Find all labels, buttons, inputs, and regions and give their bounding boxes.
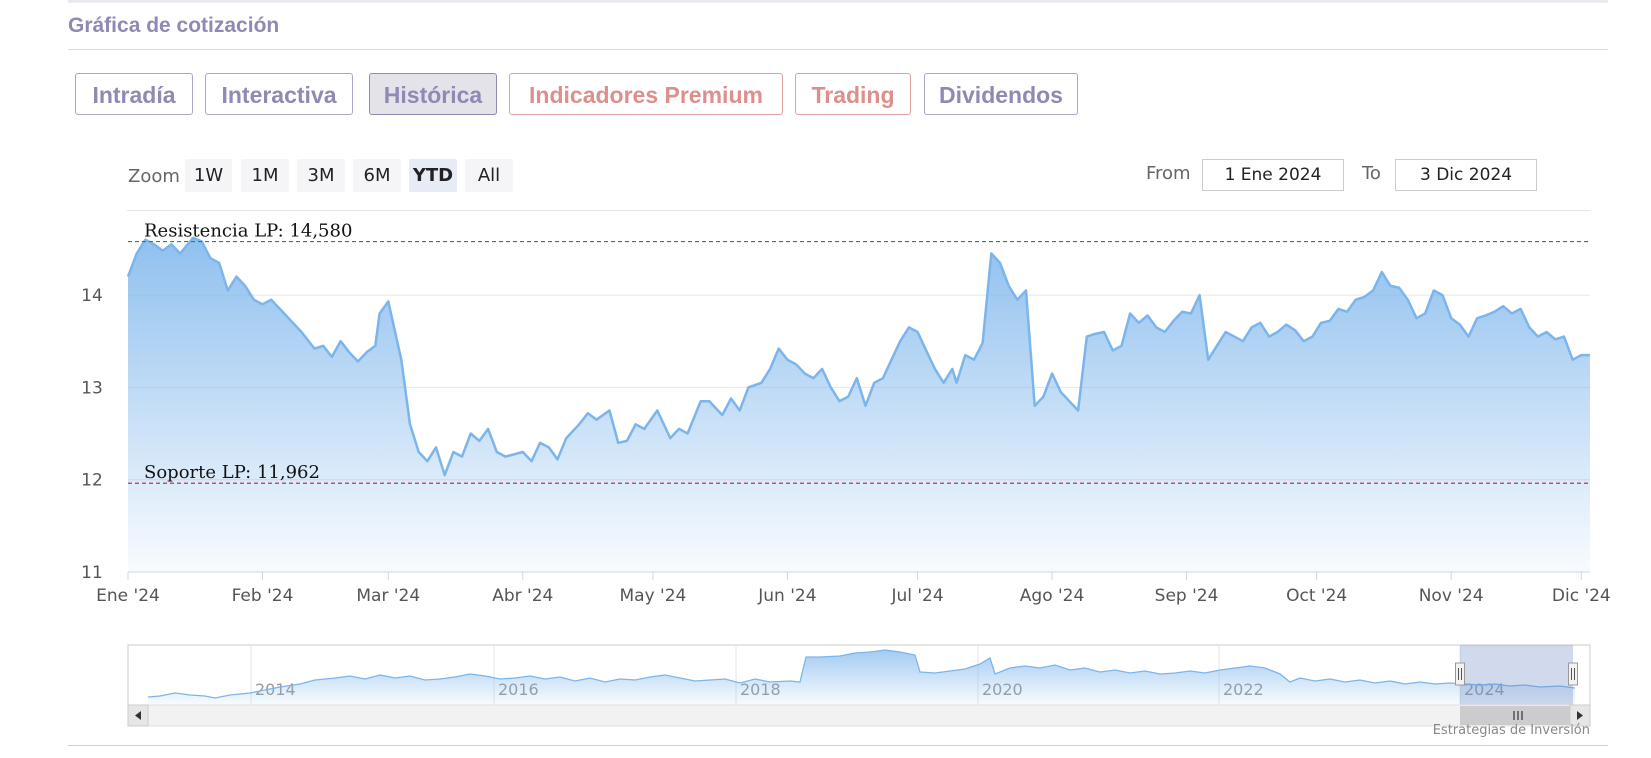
x-tick-label: Mar '24 [356,586,420,606]
support-label: Soporte LP: 11,962 [144,462,320,483]
zoom-ytd-button[interactable]: YTD [409,159,457,192]
footer-divider [68,745,1608,746]
x-tick-label: May '24 [620,586,687,606]
x-tick-label: Feb '24 [232,586,294,606]
section-title: Gráfica de cotización [68,14,280,37]
zoom-1w-button[interactable]: 1W [185,159,232,192]
x-tick-label: Sep '24 [1155,586,1219,606]
y-tick-label: 14 [81,286,103,306]
arrow-right-icon [1577,711,1583,720]
to-date-input[interactable]: 3 Dic 2024 [1395,159,1537,191]
navigator-area [148,650,1575,705]
tab-historica[interactable]: Histórica [369,73,497,115]
price-area [128,237,1590,573]
x-tick-label: Ene '24 [96,586,160,606]
zoom-6m-button[interactable]: 6M [353,159,401,192]
x-tick-label: Abr '24 [492,586,553,606]
tab-dividendos[interactable]: Dividendos [924,73,1078,115]
chart-top-divider [127,210,1591,211]
tab-trading[interactable]: Trading [795,73,911,115]
y-tick-label: 13 [81,378,103,398]
arrow-left-icon [135,711,141,720]
from-label: From [1146,163,1191,184]
navigator-handle[interactable] [1568,662,1578,686]
navigator-selection[interactable] [1460,645,1573,705]
x-tick-label: Nov '24 [1419,586,1484,606]
x-tick-label: Dic '24 [1552,586,1611,606]
scrollbar-track[interactable] [127,704,1591,727]
scroll-right-button[interactable] [1569,704,1591,727]
tab-indicadores-premium[interactable]: Indicadores Premium [509,73,783,115]
top-border [68,0,1608,3]
x-tick-label: Oct '24 [1286,586,1347,606]
navigator-line [147,649,1576,699]
to-label: To [1362,163,1381,184]
navigator-handle[interactable] [1455,662,1465,686]
scroll-left-button[interactable] [127,704,149,727]
section-divider [68,49,1608,50]
x-tick-label: Jun '24 [757,586,816,606]
x-tick-label: Ago '24 [1020,586,1085,606]
chart-credit: Estrategias de Inversión [1432,723,1590,738]
zoom-all-button[interactable]: All [465,159,513,192]
zoom-3m-button[interactable]: 3M [297,159,345,192]
y-tick-label: 12 [81,471,103,491]
tab-intradia[interactable]: Intradía [75,73,193,115]
from-date-input[interactable]: 1 Ene 2024 [1202,159,1344,191]
y-tick-label: 11 [81,563,103,583]
price-line [126,236,1590,477]
resistance-label: Resistencia LP: 14,580 [144,221,352,242]
zoom-label: Zoom [128,166,180,187]
scrollbar-thumb[interactable] [1460,706,1573,725]
tab-interactiva[interactable]: Interactiva [205,73,353,115]
zoom-1m-button[interactable]: 1M [241,159,289,192]
x-tick-label: Jul '24 [890,586,943,606]
